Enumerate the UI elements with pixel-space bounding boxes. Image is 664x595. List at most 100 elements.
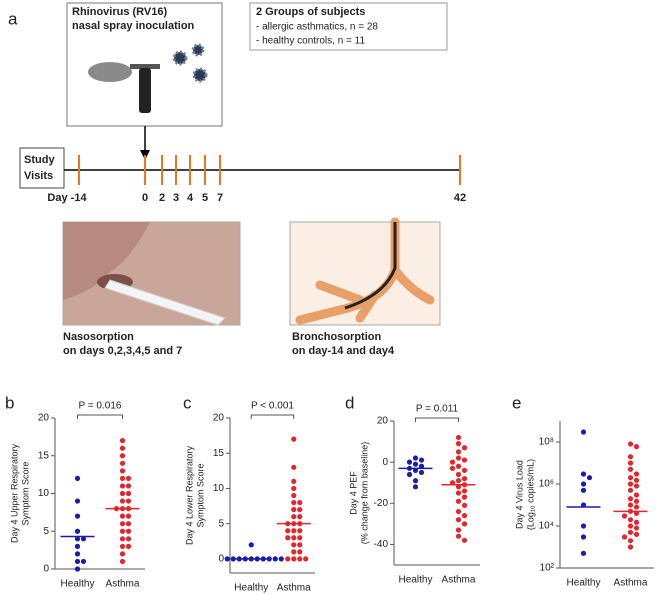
data-point xyxy=(633,504,640,510)
data-point xyxy=(455,471,462,478)
y-axis-label: Symptom Score xyxy=(20,461,30,525)
data-point xyxy=(455,478,462,484)
data-point xyxy=(627,481,634,487)
data-point xyxy=(119,498,126,504)
data-point xyxy=(633,498,640,504)
significance-bracket xyxy=(250,414,295,419)
data-point xyxy=(291,542,297,548)
data-point xyxy=(580,487,587,493)
y-tick-label: 20 xyxy=(377,416,389,427)
panel-label: b xyxy=(5,393,14,412)
data-point xyxy=(224,556,230,562)
timeline-label-box xyxy=(19,147,65,189)
data-point xyxy=(291,499,297,506)
data-point xyxy=(80,558,87,565)
data-point xyxy=(297,556,303,562)
data-point xyxy=(74,528,81,534)
data-point xyxy=(580,523,587,529)
data-point xyxy=(461,494,468,500)
p-value: P = 0.011 xyxy=(416,404,459,415)
data-point xyxy=(633,525,640,531)
data-point xyxy=(119,513,126,519)
data-point xyxy=(627,544,634,550)
box-title: Rhinovirus (RV16) xyxy=(72,6,167,18)
x-tick-label: Asthma xyxy=(106,579,140,590)
data-point xyxy=(461,537,468,543)
day-label: 3 xyxy=(173,192,179,204)
data-point xyxy=(291,556,297,562)
data-point xyxy=(125,513,132,519)
data-point xyxy=(125,536,132,542)
data-point xyxy=(627,466,634,472)
strip xyxy=(104,279,226,326)
data-point xyxy=(230,556,236,562)
data-point xyxy=(119,475,126,481)
panel-label: a xyxy=(8,9,18,28)
y-tick-label: 20 xyxy=(213,413,225,424)
data-point xyxy=(586,475,593,481)
data-point xyxy=(119,453,126,459)
data-point xyxy=(125,528,132,534)
y-tick-label: 5 xyxy=(218,518,224,529)
spray-device xyxy=(130,64,160,69)
y-axis-label: Day 4 Lower Respiratory xyxy=(184,445,194,545)
day-label: 42 xyxy=(454,192,466,204)
data-point xyxy=(627,475,634,481)
data-point xyxy=(455,508,462,515)
data-point xyxy=(621,513,628,519)
data-point xyxy=(412,478,419,484)
data-point xyxy=(285,528,291,534)
data-point xyxy=(627,496,634,502)
y-axis-label: Day 4 PEF xyxy=(348,471,358,515)
data-point xyxy=(627,517,634,523)
data-point xyxy=(412,467,419,473)
y-axis-label: Day 4 Upper Respiratory xyxy=(9,443,19,543)
data-point xyxy=(125,498,132,504)
data-point xyxy=(291,485,297,492)
data-point xyxy=(455,517,462,523)
x-tick-label: Healthy xyxy=(61,579,95,590)
box-text: - allergic asthmatics, n = 28 xyxy=(256,22,378,33)
data-point xyxy=(297,506,303,513)
box-title: 2 Groups of subjects xyxy=(256,6,365,18)
data-point xyxy=(455,449,462,455)
data-point xyxy=(455,490,462,496)
data-point xyxy=(74,558,81,565)
data-point xyxy=(291,492,297,499)
significance-bracket xyxy=(415,417,459,422)
y-tick-label: 10⁴ xyxy=(539,521,554,532)
data-point xyxy=(627,538,634,544)
data-point xyxy=(119,438,126,444)
timeline: Study Visits Day -14 0 2 3 4 5 7 42 xyxy=(19,147,466,204)
y-tick-label: 0 xyxy=(218,554,224,565)
data-point xyxy=(74,498,81,504)
data-point xyxy=(461,521,468,527)
data-point xyxy=(627,523,634,529)
p-value: P = 0.016 xyxy=(79,401,122,412)
panel-label: e xyxy=(512,393,521,412)
y-axis-label: (Log₁₀ copies/mL) xyxy=(525,459,535,530)
virus-icon xyxy=(172,50,188,66)
data-point xyxy=(119,490,126,497)
data-point xyxy=(418,457,425,463)
data-point xyxy=(119,543,126,549)
data-point xyxy=(461,502,468,508)
x-tick-label: Healthy xyxy=(399,575,433,586)
y-tick-label: 10⁸ xyxy=(539,437,554,448)
virus-icon xyxy=(192,67,208,83)
x-tick-label: Healthy xyxy=(567,578,601,589)
data-point xyxy=(633,477,640,483)
data-point xyxy=(455,455,462,461)
data-point xyxy=(633,519,640,525)
data-point xyxy=(627,502,634,508)
catheter xyxy=(344,222,397,310)
data-point xyxy=(125,483,132,489)
data-point xyxy=(119,558,126,565)
photo-shade xyxy=(63,222,150,300)
data-point xyxy=(297,535,303,541)
data-point xyxy=(74,513,81,519)
data-point xyxy=(119,445,126,451)
x-tick-label: Asthma xyxy=(442,575,476,586)
y-axis-label: (% change from baseline) xyxy=(359,442,369,545)
data-point xyxy=(119,483,126,489)
